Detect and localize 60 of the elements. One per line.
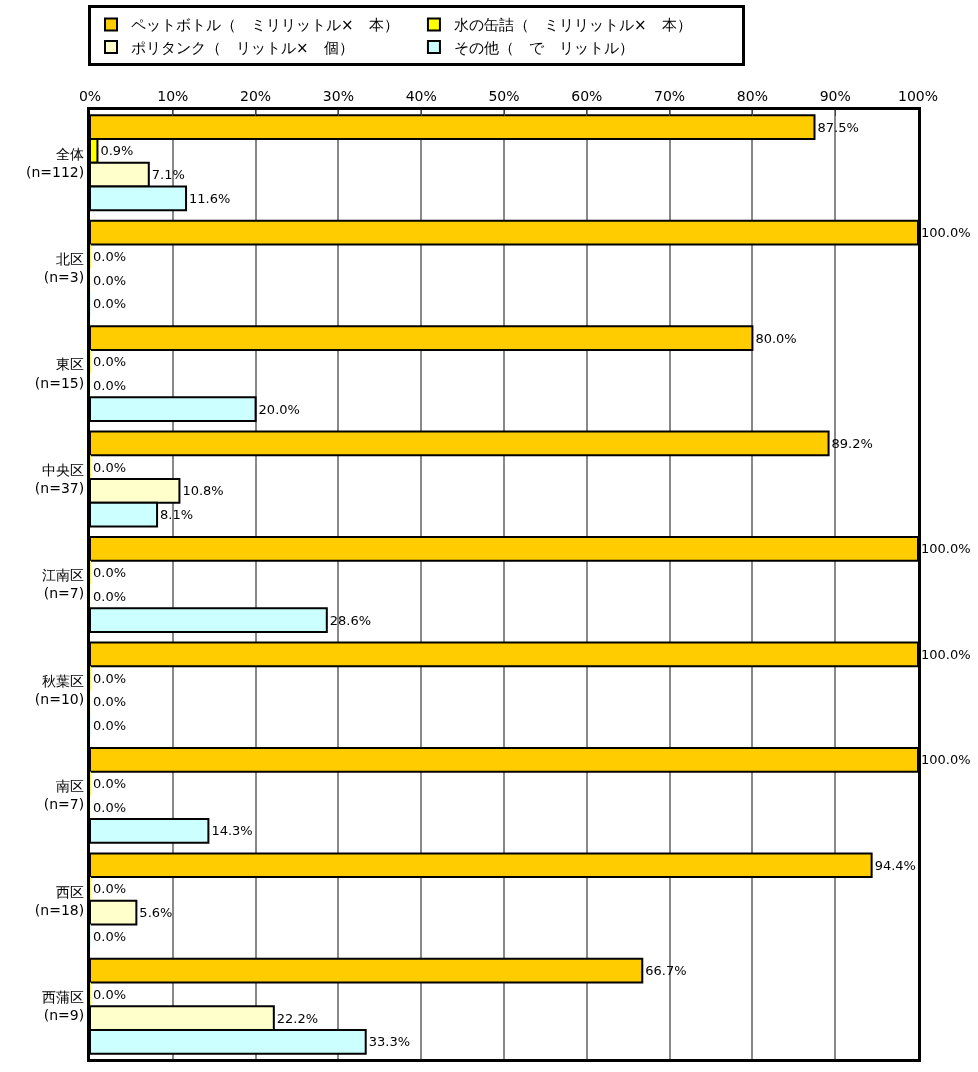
data-label: 80.0% — [755, 330, 797, 346]
x-tick-label: 40% — [405, 88, 437, 105]
data-label: 0.0% — [93, 881, 127, 897]
legend-label: ペットボトル（ ミリリットル× 本） — [131, 16, 399, 35]
y-tick-label: 江南区 (n=7) — [42, 567, 85, 602]
data-label: 0.0% — [93, 799, 127, 815]
x-tick-label: 0% — [78, 88, 102, 105]
data-label: 100.0% — [921, 752, 971, 768]
data-label: 5.6% — [139, 905, 173, 921]
data-label: 0.0% — [93, 718, 127, 734]
data-label: 14.3% — [211, 823, 253, 839]
legend-label: ポリタンク（ リットル× 個） — [131, 38, 354, 57]
x-tick-label: 100% — [897, 88, 939, 105]
legend-label: その他（ で リットル） — [453, 38, 634, 57]
data-label: 89.2% — [831, 435, 873, 451]
data-label: 0.0% — [93, 296, 127, 312]
y-tick-label: 南区 (n=7) — [43, 778, 85, 813]
y-tick-label: 秋葉区 (n=10) — [34, 672, 85, 707]
data-label: 0.0% — [93, 248, 127, 264]
y-tick-label: 東区 (n=15) — [34, 356, 85, 391]
x-tick-label: 50% — [488, 88, 520, 105]
data-label: 66.7% — [645, 963, 687, 979]
y-tick-label: 全体 (n=112) — [25, 145, 85, 180]
x-tick-label: 10% — [157, 88, 189, 105]
x-tick-label: 20% — [240, 88, 272, 105]
data-label: 0.0% — [93, 694, 127, 710]
x-tick-label: 80% — [736, 88, 768, 105]
data-label: 0.0% — [93, 776, 127, 792]
data-label: 10.8% — [182, 483, 224, 499]
data-label: 0.0% — [93, 354, 127, 370]
data-label: 7.1% — [151, 167, 185, 183]
x-tick-label: 90% — [819, 88, 851, 105]
y-tick-label: 北区 (n=3) — [43, 250, 85, 286]
data-label: 0.0% — [93, 588, 127, 604]
data-label: 0.0% — [93, 986, 127, 1002]
data-label: 100.0% — [921, 225, 971, 241]
data-label: 8.1% — [160, 507, 194, 523]
data-label: 11.6% — [189, 190, 231, 206]
data-label: 0.0% — [93, 272, 127, 288]
data-label: 0.0% — [93, 377, 127, 393]
data-label: 22.2% — [276, 1010, 319, 1026]
y-tick-label: 中央区 (n=37) — [34, 461, 85, 497]
data-label: 87.5% — [817, 119, 859, 135]
data-label: 28.6% — [329, 612, 372, 628]
data-label: 0.9% — [100, 143, 134, 159]
data-label: 94.4% — [874, 857, 916, 873]
x-tick-label: 60% — [571, 88, 603, 105]
data-label: 0.0% — [93, 928, 127, 944]
y-tick-label: 西蒲区 (n=9) — [42, 989, 85, 1024]
legend-label: 水の缶詰（ ミリリットル× 本） — [453, 16, 692, 35]
data-label: 0.0% — [93, 459, 127, 475]
y-tick-label: 西区 (n=18) — [34, 883, 85, 918]
x-tick-label: 70% — [654, 88, 686, 105]
data-label: 100.0% — [921, 541, 971, 557]
x-tick-label: 30% — [322, 88, 354, 105]
data-label: 20.0% — [258, 401, 300, 417]
data-label: 33.3% — [368, 1034, 411, 1050]
data-label: 100.0% — [921, 646, 971, 662]
data-label: 0.0% — [93, 670, 127, 686]
data-label: 0.0% — [93, 565, 127, 581]
